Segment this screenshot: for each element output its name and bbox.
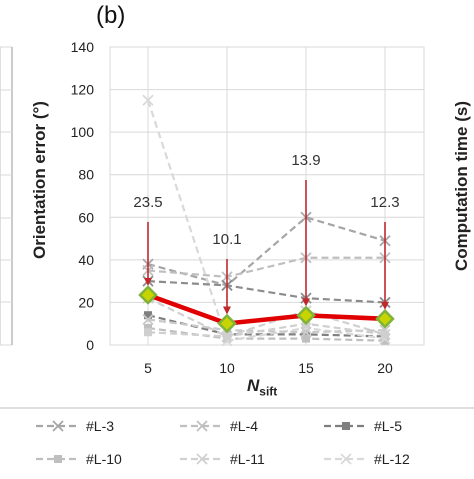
series-line <box>147 216 386 287</box>
y-tick-label: 80 <box>78 167 94 183</box>
x-tick-label: 20 <box>377 360 393 376</box>
annotation-label: 12.3 <box>370 194 399 211</box>
mean-marker <box>217 313 237 334</box>
annotation-arrow-head <box>381 301 389 310</box>
x-marker-stroke <box>196 420 208 432</box>
legend-item: #L-3 <box>36 418 114 434</box>
legend-label: #L-4 <box>230 418 258 434</box>
mean-marker <box>296 305 316 326</box>
square-marker <box>302 330 310 339</box>
y-tick-label: 20 <box>78 294 94 310</box>
square-marker <box>144 323 152 332</box>
y-tick-label: 100 <box>71 124 95 140</box>
x-marker-stroke <box>196 453 208 465</box>
x-marker-stroke <box>142 313 154 326</box>
x-marker <box>142 313 154 326</box>
series-line <box>146 99 386 342</box>
square-marker <box>144 311 152 320</box>
x-axis-label-main: N <box>247 376 260 395</box>
x-tick-label: 10 <box>219 360 235 376</box>
legend-label: #L-3 <box>86 418 114 434</box>
x-marker-stroke <box>142 94 154 106</box>
data-series <box>142 252 391 283</box>
y-tick-label: 40 <box>78 252 94 268</box>
legend-label: #L-11 <box>230 451 265 467</box>
series-line <box>147 318 386 334</box>
x-marker <box>340 453 352 465</box>
left-panel-fragment <box>0 46 13 346</box>
legend-item: #L-5 <box>324 418 402 434</box>
x-marker-stroke <box>52 420 64 432</box>
panel-label: (b) <box>96 2 126 29</box>
annotation-arrow-head <box>223 306 231 315</box>
axes: 0 20 40 60 80 100 120 140 5 10 15 20 <box>71 39 393 376</box>
annotation-layer: 23.5 10.1 13.9 12.3 <box>133 152 400 315</box>
right-axis-label: Computation time (s) <box>452 101 471 271</box>
annotation-arrow-head <box>144 277 152 286</box>
legend-item: #L-4 <box>180 418 258 434</box>
y-tick-label: 120 <box>71 82 95 98</box>
mean-marker <box>375 309 395 329</box>
data-series <box>142 211 391 292</box>
value-annotation: 23.5 <box>133 194 163 286</box>
legend-label: #L-10 <box>86 451 122 467</box>
x-marker <box>300 326 312 338</box>
legend-label: #L-5 <box>374 418 402 434</box>
x-tick-label: 15 <box>298 360 314 376</box>
x-marker-stroke <box>340 453 352 465</box>
y-tick-label: 60 <box>78 209 94 225</box>
square-marker <box>54 455 62 463</box>
annotation-label: 10.1 <box>212 231 241 248</box>
value-annotation: 10.1 <box>212 231 242 315</box>
series-line <box>147 297 386 338</box>
x-axis-label: Nsift <box>247 376 277 398</box>
legend-label: #L-12 <box>374 451 410 467</box>
annotation-label: 23.5 <box>133 194 162 211</box>
square-marker <box>302 334 310 343</box>
legend-item: #L-12 <box>324 451 410 467</box>
y-tick-label: 0 <box>86 337 94 353</box>
x-marker <box>142 94 154 106</box>
plot-frame <box>109 46 425 346</box>
mean-line <box>147 292 386 326</box>
square-marker <box>342 422 350 430</box>
series-line <box>147 314 386 338</box>
legend: #L-3 #L-4 #L-5 #L-10 #L-11 #L-12 <box>0 407 474 467</box>
x-marker <box>196 420 208 432</box>
square-marker <box>144 328 152 337</box>
x-tick-label: 5 <box>144 360 152 376</box>
square-marker <box>223 332 231 341</box>
x-marker <box>196 453 208 465</box>
mean-marker <box>138 285 158 305</box>
series-line <box>147 256 385 278</box>
annotation-arrow-head <box>302 298 310 307</box>
annotation-label: 13.9 <box>291 152 320 169</box>
legend-item: #L-11 <box>180 451 265 467</box>
series-line <box>147 280 386 304</box>
series-line <box>147 322 386 338</box>
legend-item: #L-10 <box>36 451 122 467</box>
mean-series-layer <box>138 285 395 334</box>
x-marker-stroke <box>300 326 312 338</box>
y-tick-label: 140 <box>71 39 95 55</box>
value-annotation: 12.3 <box>370 194 400 310</box>
x-marker <box>52 420 64 432</box>
value-annotation: 13.9 <box>291 152 321 307</box>
square-marker <box>381 330 389 339</box>
square-marker <box>381 336 389 345</box>
x-axis-label-subscript: sift <box>259 384 278 399</box>
y-axis-label: Orientation error (°) <box>30 101 49 259</box>
